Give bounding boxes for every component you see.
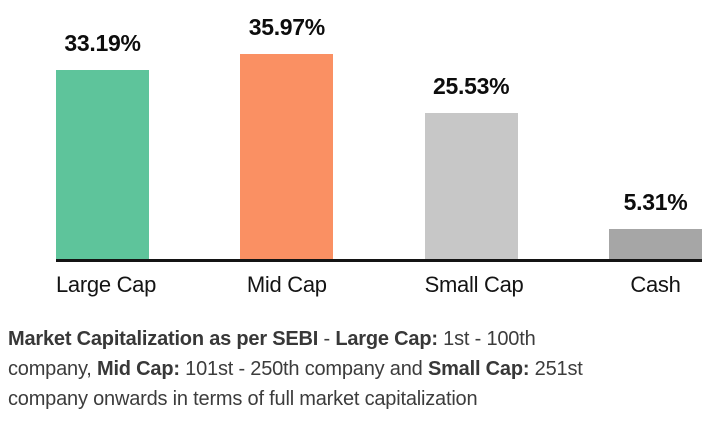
x-axis-label-mid-cap: Mid Cap xyxy=(246,272,327,297)
x-axis-label-small-cap: Small Cap xyxy=(424,272,524,297)
footnote-bold-sebi: Market Capitalization as per SEBI xyxy=(8,328,319,350)
footnote-text: - xyxy=(318,328,336,350)
footnote-text: company onwards in terms of full market … xyxy=(8,388,478,410)
footnote-text: 251st xyxy=(529,358,583,380)
footnote-line-3: company onwards in terms of full market … xyxy=(8,384,718,414)
footnote-bold-small-cap: Small Cap: xyxy=(427,358,530,380)
x-axis-label-large-cap: Large Cap xyxy=(56,272,157,297)
footnote-bold-large-cap: Large Cap: xyxy=(335,328,438,350)
bar-group-mid-cap: 35.97% xyxy=(240,14,334,259)
bar-small-cap xyxy=(424,113,518,259)
bar-value-label-mid-cap: 35.97% xyxy=(248,14,326,40)
bar-value-label-small-cap: 25.53% xyxy=(433,73,510,99)
footnote-bold-mid-cap: Mid Cap: xyxy=(96,358,180,380)
x-axis-labels: Large Cap Mid Cap Small Cap Cash xyxy=(56,272,702,298)
footnote: Market Capitalization as per SEBI - Larg… xyxy=(8,324,718,414)
footnote-line-2: company, Mid Cap: 101st - 250th company … xyxy=(8,354,718,384)
bar-large-cap xyxy=(56,70,149,259)
bar-mid-cap xyxy=(240,54,334,259)
footnote-line-1: Market Capitalization as per SEBI - Larg… xyxy=(8,324,718,354)
bar-group-large-cap: 33.19% xyxy=(56,32,149,259)
plot-area: 33.19% 35.97% 25.53% 5.31% xyxy=(56,0,702,262)
bar-group-small-cap: 25.53% xyxy=(424,73,518,259)
footnote-text: 101st - 250th company and xyxy=(179,358,428,380)
x-axis-label-cash: Cash xyxy=(630,272,681,297)
footnote-text: 1st - 100th xyxy=(437,328,536,350)
bar-value-label-large-cap: 33.19% xyxy=(64,30,141,56)
footnote-text: company, xyxy=(8,358,97,380)
bar-value-label-cash: 5.31% xyxy=(623,189,688,215)
bar-cash xyxy=(608,229,702,259)
bar-group-cash: 5.31% xyxy=(608,189,702,259)
